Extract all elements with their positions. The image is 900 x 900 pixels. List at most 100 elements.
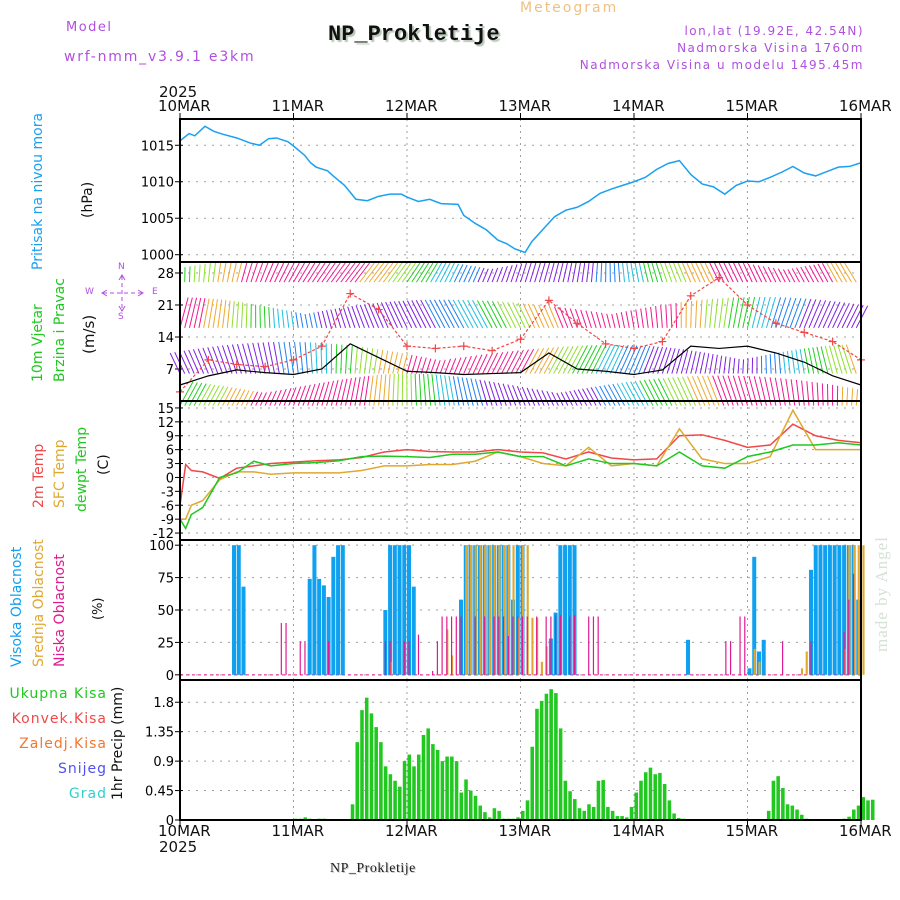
wind-arrow <box>368 262 385 283</box>
gust-marker <box>289 355 298 364</box>
bottom-tick-label-13mar: 13MAR <box>498 822 552 840</box>
wind-arrow <box>630 262 635 283</box>
wind-arrow <box>548 305 559 329</box>
cloud-low-bar <box>725 641 727 675</box>
wind-arrow <box>813 264 824 283</box>
wind-arrow <box>515 349 529 374</box>
precip-bar <box>525 800 530 820</box>
wind-arrow <box>695 262 706 283</box>
precip-y-tick-label: 1.8 <box>153 696 174 711</box>
wind-arrow <box>496 351 509 374</box>
wind-arrow <box>651 262 659 283</box>
wind-arrow <box>580 309 588 329</box>
wind-arrow <box>787 268 796 283</box>
precip-bar <box>440 761 445 820</box>
wind-arrow <box>630 310 635 328</box>
wind-arrow <box>430 359 437 374</box>
wind-arrow <box>188 297 198 328</box>
wind-arrow <box>524 348 540 374</box>
wind-arrow <box>626 262 630 283</box>
wind-arrow <box>236 343 247 374</box>
wind-arrows <box>169 262 869 406</box>
cloud-low-bar <box>744 616 746 675</box>
gust-marker <box>658 337 667 346</box>
precip-bar <box>795 809 799 820</box>
wind-arrow <box>259 262 269 283</box>
wind-arrow <box>590 387 602 406</box>
wind-arrow <box>493 381 503 406</box>
wind-arrow <box>777 268 786 283</box>
gust-marker <box>828 337 837 346</box>
wind-arrow <box>496 266 504 283</box>
wind-arrow <box>660 262 668 283</box>
wind-arrow <box>299 342 304 374</box>
precip-bar <box>629 806 634 820</box>
wind-arrow <box>502 301 517 329</box>
gust-marker <box>743 300 752 309</box>
wind-arrow <box>628 345 642 374</box>
wind-arrow <box>657 347 668 374</box>
wind-arrow <box>321 310 328 328</box>
wind-arrow <box>619 345 634 374</box>
wind-arrow <box>505 265 513 283</box>
wind-arrow <box>226 262 232 283</box>
wind-arrow <box>188 349 200 374</box>
wind-arrow <box>642 346 655 374</box>
wind-arrow <box>603 385 616 406</box>
wind-arrow <box>576 262 581 283</box>
precip-bar <box>558 728 563 820</box>
wind-arrow <box>297 385 307 406</box>
wind-arrow <box>690 351 697 374</box>
wind-arrow <box>582 388 592 406</box>
precip-bar <box>856 805 861 820</box>
wind-arrow <box>742 359 745 374</box>
wind-arrow <box>250 391 259 406</box>
wind-arrow <box>283 262 295 283</box>
wind-arrow <box>231 301 235 328</box>
wind-arrow <box>212 385 224 406</box>
wind-arrow <box>713 298 719 328</box>
temp-y-tick-label: -12 <box>153 527 174 542</box>
wind-arrow <box>567 262 573 283</box>
wind-arrow <box>334 308 342 328</box>
wind-arrow <box>747 358 749 374</box>
wind-arrow <box>373 262 389 283</box>
wind-arrow <box>236 262 243 283</box>
wind-arrow <box>382 262 398 283</box>
wind-arrow <box>827 301 841 329</box>
bottom-year-label: 2025 <box>159 838 198 856</box>
cloud-mid-bar <box>526 545 529 675</box>
wind-arrow <box>373 349 379 374</box>
cloud-mid-bar <box>469 545 473 675</box>
cloud-mid-bar <box>479 545 482 675</box>
wind-arrow <box>538 262 546 283</box>
legend-hail: Grad <box>68 786 107 802</box>
cloud-low-bar <box>597 616 599 675</box>
chart-title: NP_Prokletije <box>328 22 500 47</box>
wind-arrow <box>640 308 644 328</box>
wind-arrow <box>613 262 616 283</box>
wind-arrow <box>472 300 488 329</box>
cloud-mid-bar <box>498 545 501 675</box>
wind-arrow <box>340 262 356 283</box>
cloud-high-bar <box>832 545 837 675</box>
pressure-y-tick-label: 1010 <box>141 176 174 191</box>
wind-arrow <box>447 299 465 329</box>
wind-arrow <box>288 341 294 374</box>
top-tick-label-16mar: 16MAR <box>839 97 892 115</box>
wind-arrow <box>497 301 512 329</box>
precip-bar <box>785 804 790 820</box>
precip-bar <box>464 779 468 820</box>
cloud-low-bar <box>389 641 391 675</box>
wind-arrow <box>355 305 365 329</box>
wind-arrow <box>401 262 416 283</box>
wind-arrow <box>269 262 279 283</box>
wind-arrow <box>510 264 518 283</box>
wind-arrow <box>281 309 285 328</box>
wind-arrow <box>397 262 412 283</box>
wind-arrow <box>647 262 654 283</box>
wind-arrow <box>732 358 736 374</box>
precip-bar <box>648 767 653 820</box>
gust-marker <box>431 344 440 353</box>
cloud-low-bar <box>592 616 595 675</box>
